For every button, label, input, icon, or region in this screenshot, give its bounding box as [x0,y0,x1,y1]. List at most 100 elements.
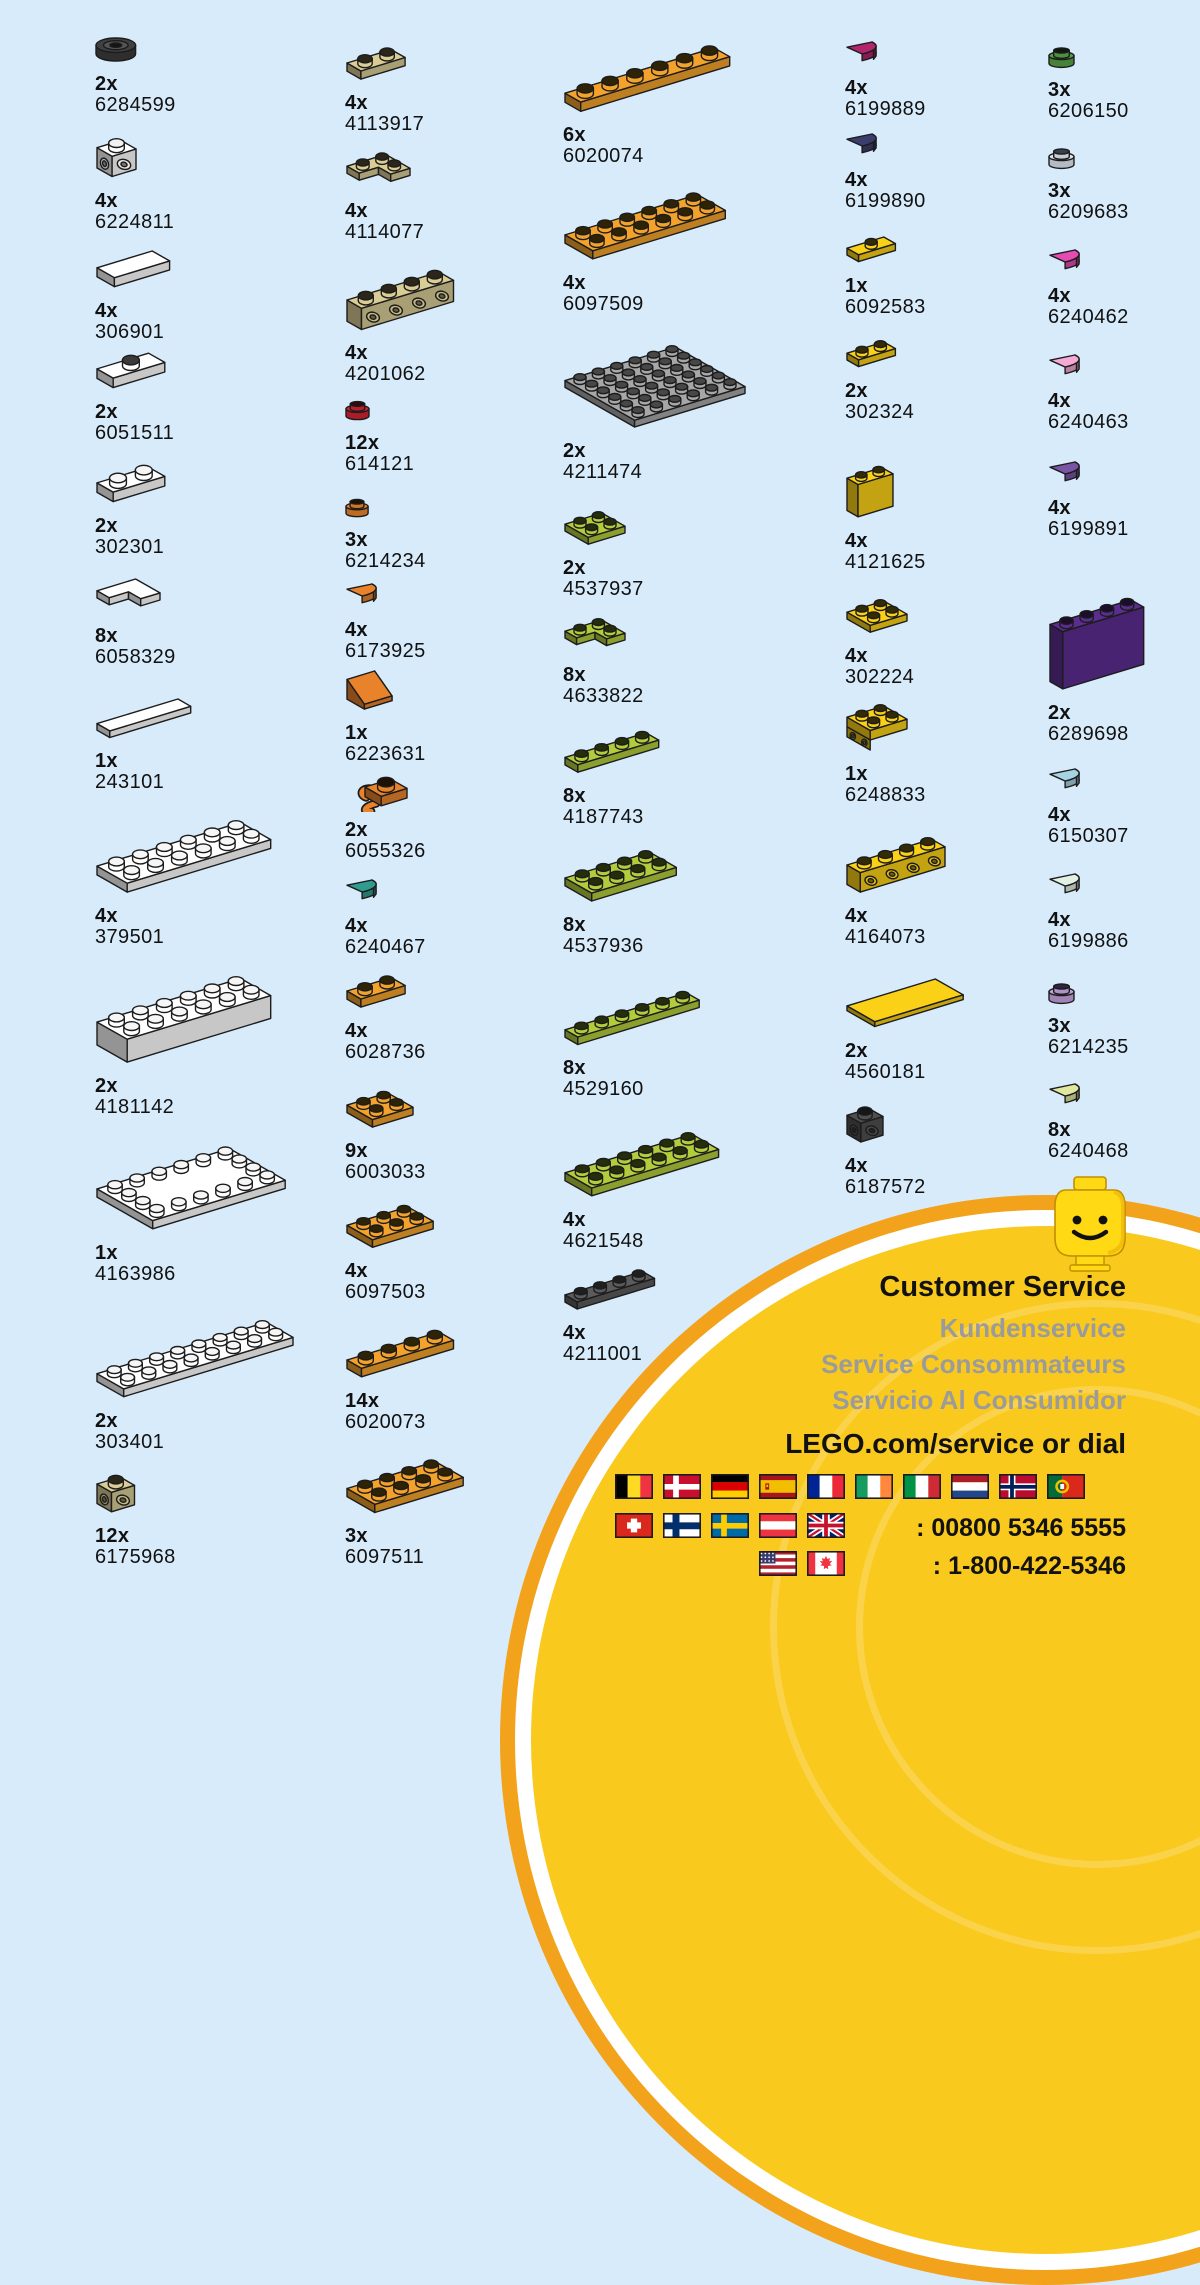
part-qty: 4x [563,1322,586,1344]
part-number: 302224 [845,666,915,688]
lego-part-icon [1044,868,1096,902]
part-number: 6097503 [345,1281,426,1303]
part-number: 6092583 [845,296,926,318]
lego-part-icon [841,36,893,70]
part-qty: 3x [1048,79,1071,101]
part-qty: 3x [345,529,368,551]
lego-part-icon [841,824,951,898]
lego-part-icon [1044,763,1096,797]
part-number: 6020074 [563,145,644,167]
part-qty: 1x [845,763,868,785]
part-qty: 4x [345,1020,368,1042]
part-qty: 4x [1048,497,1071,519]
lego-part-icon [559,978,705,1051]
lego-part-icon [841,454,899,523]
lego-part-icon [341,762,413,816]
part-qty: 1x [845,275,868,297]
head-smile [1071,1229,1109,1241]
part-number: 4164073 [845,926,926,948]
lego-part-icon [559,31,736,117]
flag-portugal-icon [1046,1473,1086,1504]
lego-part-icon [91,806,277,898]
part-qty: 4x [1048,804,1071,826]
lego-part-icon [841,970,969,1033]
part-qty: 4x [345,200,368,222]
part-qty: 2x [1048,702,1071,724]
part-qty: 8x [1048,1119,1071,1141]
part-number: 379501 [95,926,165,948]
lego-part-icon [91,570,166,618]
part-qty: 4x [345,619,368,641]
lego-part-icon [341,1192,439,1253]
flag-netherlands-icon [950,1473,990,1504]
part-number: 4187743 [563,806,644,828]
flag-denmark-icon [662,1473,702,1504]
lego-part-icon [341,140,416,193]
part-number: 6199890 [845,190,926,212]
flag-norway-icon [998,1473,1038,1504]
lego-part-icon [91,450,171,508]
part-qty: 2x [345,819,368,841]
part-qty: 4x [95,190,118,212]
flag-austria-icon [758,1512,798,1543]
part-qty: 1x [95,750,118,772]
part-number: 6028736 [345,1041,426,1063]
part-qty: 4x [845,530,868,552]
part-qty: 2x [563,557,586,579]
part-qty: 4x [95,300,118,322]
part-qty: 4x [345,92,368,114]
customer-service-subtitle-fr: Service Consommateurs [821,1349,1126,1379]
part-number: 243101 [95,771,165,793]
part-number: 6199891 [1048,518,1129,540]
part-number: 302324 [845,401,915,423]
part-qty: 4x [845,77,868,99]
part-number: 4211474 [563,461,643,483]
lego-part-icon [559,837,682,907]
part-qty: 8x [563,1057,586,1079]
part-qty: 4x [845,1155,868,1177]
part-qty: 8x [563,785,586,807]
part-qty: 4x [345,342,368,364]
lego-part-icon [559,1119,725,1202]
part-qty: 4x [95,905,118,927]
part-number: 6020073 [345,1411,426,1433]
lego-part-icon [1044,349,1096,383]
part-qty: 12x [95,1525,130,1547]
lego-part-icon [559,179,731,265]
part-number: 6240468 [1048,1140,1129,1162]
part-number: 6240463 [1048,411,1129,433]
part-number: 6003033 [345,1161,426,1183]
part-qty: 6x [563,124,586,146]
lego-part-icon [91,33,141,66]
lego-part-icon [841,128,893,162]
part-qty: 4x [1048,909,1071,931]
part-number: 6051511 [95,422,175,444]
lego-part-icon [341,874,393,908]
part-number: 6206150 [1048,100,1129,122]
part-qty: 2x [95,1075,118,1097]
customer-service-url: LEGO.com/service or dial [785,1428,1126,1459]
lego-part-icon [841,223,901,268]
lego-part-icon [341,256,460,336]
part-number: 303401 [95,1431,165,1453]
part-qty: 4x [845,169,868,191]
part-number: 6097509 [563,293,644,315]
part-number: 4201062 [345,363,426,385]
part-number: 4181142 [95,1096,175,1118]
part-qty: 2x [845,1040,868,1062]
part-qty: 2x [845,380,868,402]
part-number: 6224811 [95,211,175,233]
part-qty: 8x [563,664,586,686]
part-number: 4211001 [563,1343,643,1365]
lego-part-icon [1044,456,1096,490]
part-number: 4114077 [345,221,425,243]
lego-part-icon [1044,585,1150,695]
part-qty: 1x [95,1242,118,1264]
part-number: 614121 [345,453,415,475]
part-number: 6240462 [1048,306,1129,328]
lego-part-icon [341,491,373,522]
flag-italy-icon [902,1473,942,1504]
part-number: 6248833 [845,784,926,806]
lego-part-icon [841,1093,889,1148]
part-number: 6055326 [345,840,426,862]
